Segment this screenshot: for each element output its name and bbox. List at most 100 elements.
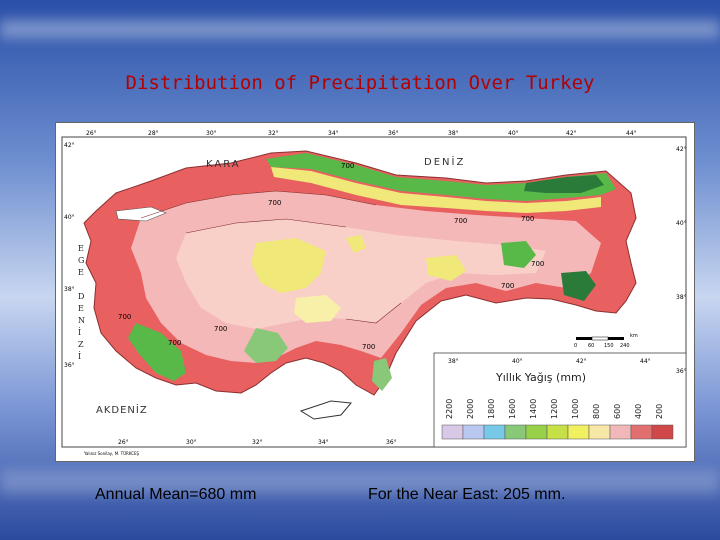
legend-swatch xyxy=(609,424,632,440)
longitude-label: 40° xyxy=(512,358,523,365)
precipitation-map: 26° 28° 30° 32° 34° 36° 38° 40° 42° 44° … xyxy=(55,122,695,462)
legend-value: 1800 xyxy=(487,399,496,419)
longitude-label: 26° xyxy=(118,439,129,446)
legend-value: 600 xyxy=(613,404,622,419)
contour-lines xyxy=(140,190,402,324)
zone-dark-green-rize xyxy=(524,175,604,193)
legend-value: 200 xyxy=(655,404,664,419)
longitude-label: 36° xyxy=(386,439,397,446)
longitude-label: 40° xyxy=(508,130,519,137)
precipitation-legend: Yıllık Yağış (mm) 2200 2000 1800 1600 1400 12… xyxy=(441,371,674,440)
zone-yellow-east xyxy=(426,255,466,281)
aegean-letter: İ xyxy=(78,352,81,361)
legend-swatch xyxy=(441,424,464,440)
contour-label: 700 xyxy=(168,339,181,347)
latitude-label: 38° xyxy=(64,286,75,293)
latitude-label: 36° xyxy=(676,368,687,375)
legend-value: 800 xyxy=(592,404,601,419)
contour-label: 700 xyxy=(268,199,281,207)
aegean-sea-label: E G E D E N İ Z İ xyxy=(78,244,85,361)
contour-label: 700 xyxy=(214,325,227,333)
longitude-label: 42° xyxy=(566,130,577,137)
legend-swatch xyxy=(651,424,674,440)
latitude-label: 42° xyxy=(64,142,75,149)
zone-yellow-center xyxy=(251,238,326,293)
marmara-sea xyxy=(115,206,167,222)
legend-swatch xyxy=(462,424,485,440)
zone-green-south xyxy=(128,323,186,381)
legend-swatch xyxy=(588,424,611,440)
zone-green-east xyxy=(501,241,536,268)
legend-swatch xyxy=(546,424,569,440)
longitude-label: 44° xyxy=(626,130,637,137)
longitude-label: 34° xyxy=(328,130,339,137)
scale-unit: km xyxy=(630,333,638,339)
slide-title: Distribution of Precipitation Over Turke… xyxy=(125,72,595,94)
background-streak xyxy=(0,470,720,494)
near-east-caption: For the Near East: 205 mm. xyxy=(368,486,566,503)
latitude-label: 42° xyxy=(676,146,687,153)
longitude-label: 32° xyxy=(252,439,263,446)
longitude-label: 26° xyxy=(86,130,97,137)
aegean-letter: D xyxy=(78,292,84,301)
map-credit: Yalınız Sonilay, M. TÜRKCEŞ xyxy=(83,451,140,456)
legend-value: 2200 xyxy=(445,399,454,419)
longitude-label: 32° xyxy=(268,130,279,137)
legend-swatch xyxy=(525,424,548,440)
legend-value: 1000 xyxy=(571,399,580,419)
latitude-label: 40° xyxy=(676,220,687,227)
aegean-letter: E xyxy=(78,304,84,313)
aegean-letter: G xyxy=(78,256,84,265)
aegean-letter: İ xyxy=(78,328,81,337)
scale-bar: 0 60 150 240 km xyxy=(574,333,638,349)
legend-value: 1600 xyxy=(508,399,517,419)
mediterranean-label: AKDENİZ xyxy=(96,403,148,416)
zone-green-van xyxy=(561,271,596,301)
longitude-label: 38° xyxy=(448,358,459,365)
longitude-label: 30° xyxy=(206,130,217,137)
contour-label: 700 xyxy=(454,217,467,225)
contour-label: 700 xyxy=(531,260,544,268)
annual-mean-caption: Annual Mean=680 mm xyxy=(95,486,257,503)
latitude-label: 38° xyxy=(676,294,687,301)
black-sea-label-2: DENİZ xyxy=(424,155,465,168)
longitude-label: 44° xyxy=(640,358,651,365)
longitude-label: 34° xyxy=(318,439,329,446)
contour-label: 700 xyxy=(362,343,375,351)
zone-yellow-small xyxy=(346,235,366,253)
zone-green-hatay xyxy=(372,358,392,391)
contour-label: 700 xyxy=(521,215,534,223)
black-sea-label: KARA xyxy=(206,159,241,170)
background-streak xyxy=(0,20,720,38)
longitude-label: 28° xyxy=(148,130,159,137)
zone-yellow-blacksea xyxy=(271,167,601,213)
legend-swatch xyxy=(567,424,590,440)
contour-label: 700 xyxy=(118,313,131,321)
scale-value: 150 xyxy=(604,343,614,349)
legend-value: 400 xyxy=(634,404,643,419)
legend-value: 1200 xyxy=(550,399,559,419)
longitude-label: 36° xyxy=(388,130,399,137)
contour-label-group: 700 700 700 700 700 700 700 700 700 700 xyxy=(118,162,544,351)
legend-value: 1400 xyxy=(529,399,538,419)
aegean-letter: E xyxy=(78,268,84,277)
longitude-label: 38° xyxy=(448,130,459,137)
aegean-letter: N xyxy=(78,316,85,325)
legend-title: Yıllık Yağış (mm) xyxy=(495,371,586,384)
scale-value: 60 xyxy=(588,343,594,349)
contour-label: 700 xyxy=(501,282,514,290)
latitude-label: 36° xyxy=(64,362,75,369)
legend-swatch xyxy=(504,424,527,440)
map-graphic: 26° 28° 30° 32° 34° 36° 38° 40° 42° 44° … xyxy=(61,130,687,456)
legend-swatch xyxy=(630,424,653,440)
latitude-label: 40° xyxy=(64,214,75,221)
longitude-label: 30° xyxy=(186,439,197,446)
legend-swatch xyxy=(483,424,506,440)
aegean-letter: Z xyxy=(78,340,84,349)
scale-value: 0 xyxy=(574,343,577,349)
cyprus xyxy=(299,400,352,420)
zone-pale-yellow-konya xyxy=(294,295,341,323)
zone-green-antalya xyxy=(244,328,288,363)
legend-value: 2000 xyxy=(466,399,475,419)
longitude-label: 42° xyxy=(576,358,587,365)
